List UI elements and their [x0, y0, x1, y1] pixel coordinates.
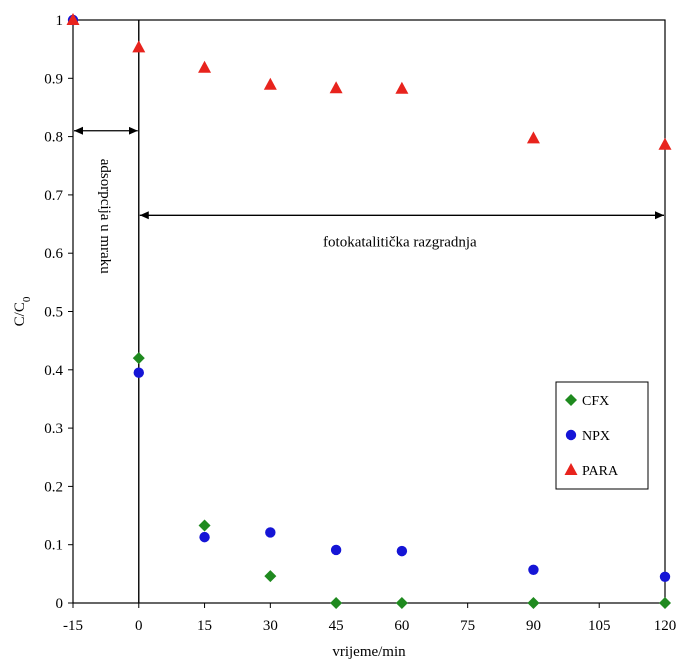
- y-axis-title: C/C0: [12, 296, 33, 326]
- y-tick-label: 0.7: [44, 188, 63, 204]
- para-point: [263, 77, 277, 90]
- y-tick-label: 0: [56, 596, 64, 612]
- npx-point: [659, 571, 671, 582]
- x-tick-label: 45: [329, 618, 344, 634]
- y-tick-label: 0.2: [44, 479, 63, 495]
- y-axis-title-main: C/C: [12, 302, 28, 326]
- data-series: [66, 13, 672, 609]
- series-cfx: [132, 352, 671, 609]
- npx-point: [199, 531, 210, 543]
- dark-phase-label: adsorpcija u mraku: [97, 159, 113, 274]
- x-tick-label: -15: [63, 618, 83, 634]
- y-axis: 0 0.1 0.2 0.3 0.4 0.5 0.6 0.7 0.8 0.9 1: [44, 13, 73, 612]
- x-tick-label: 75: [460, 618, 475, 634]
- y-tick-label: 1: [56, 13, 64, 29]
- legend: CFX NPX PARA: [555, 381, 649, 490]
- x-tick-label: 30: [263, 618, 278, 634]
- plot-area-frame: [72, 19, 666, 604]
- series-para: [66, 13, 672, 150]
- series-npx: [67, 14, 671, 582]
- y-tick-label: 0.9: [44, 71, 63, 87]
- para-point: [395, 81, 409, 94]
- photo-phase-label: fotokatalitička razgradnja: [323, 234, 477, 250]
- legend-label-para: PARA: [582, 464, 619, 479]
- y-tick-label: 0.1: [44, 538, 63, 554]
- cfx-point: [264, 570, 277, 583]
- npx-point: [265, 527, 276, 538]
- cfx-point: [527, 597, 540, 609]
- x-tick-label: 90: [526, 618, 541, 634]
- cfx-point: [198, 519, 211, 532]
- cfx-point: [330, 597, 343, 609]
- legend-marker-npx: [565, 429, 577, 441]
- y-axis-title-subscript: 0: [21, 296, 33, 302]
- x-axis-title: vrijeme/min: [332, 644, 406, 660]
- x-axis: -15 0 15 30 45 60 75 90 105 120: [63, 603, 676, 634]
- cfx-point: [659, 597, 671, 609]
- para-point: [66, 13, 80, 25]
- x-tick-label: 0: [135, 618, 143, 634]
- y-tick-label: 0.6: [44, 246, 63, 262]
- cfx-point: [132, 352, 145, 365]
- npx-point: [396, 545, 408, 557]
- para-point: [198, 60, 212, 73]
- npx-point: [133, 367, 144, 378]
- y-tick-label: 0.3: [44, 421, 63, 437]
- y-tick-label: 0.4: [44, 363, 63, 379]
- para-point: [329, 81, 343, 94]
- legend-marker-para: [564, 463, 578, 475]
- legend-label-cfx: CFX: [582, 394, 609, 409]
- npx-point: [330, 544, 342, 556]
- x-tick-label: 15: [197, 618, 212, 634]
- para-point: [132, 40, 146, 53]
- para-point: [658, 137, 672, 150]
- legend-marker-cfx: [565, 394, 577, 406]
- x-tick-label: 105: [588, 618, 611, 634]
- cfx-point: [395, 597, 408, 609]
- x-tick-label: 60: [394, 618, 409, 634]
- y-tick-label: 0.8: [44, 130, 63, 146]
- para-point: [526, 131, 540, 144]
- legend-label-npx: NPX: [582, 429, 610, 444]
- npx-point: [528, 564, 539, 575]
- y-tick-label: 0.5: [44, 305, 63, 321]
- x-tick-label: 120: [654, 618, 677, 634]
